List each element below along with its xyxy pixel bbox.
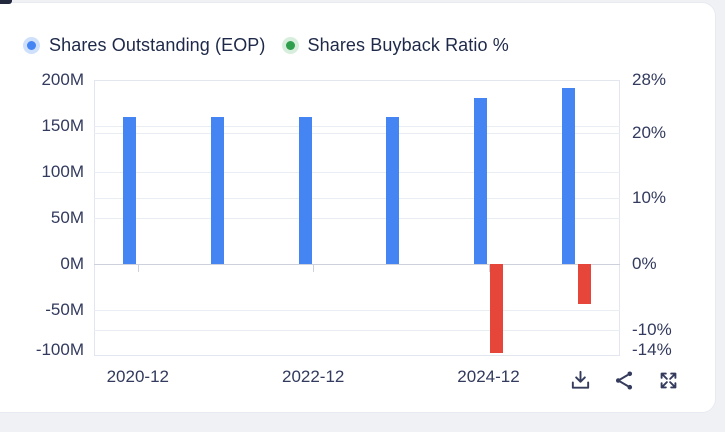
legend-item-shares-outstanding[interactable]: Shares Outstanding (EOP)	[23, 35, 266, 56]
bar-shares-outstanding-2022-12[interactable]	[298, 116, 312, 264]
download-icon	[571, 370, 590, 389]
bar-buyback-ratio-2024-12[interactable]	[490, 264, 504, 354]
legend-dot-blue-icon	[23, 37, 40, 54]
bar-shares-outstanding-2023-12[interactable]	[386, 116, 400, 264]
bar-shares-outstanding-2021-12[interactable]	[210, 116, 224, 264]
download-button[interactable]	[566, 366, 595, 395]
chart-toolbar	[566, 366, 683, 395]
bar-shares-outstanding-2024-12[interactable]	[473, 98, 487, 264]
fullscreen-icon	[660, 372, 677, 389]
chart-plot-area	[94, 80, 620, 356]
crop-artifact	[0, 0, 12, 4]
legend-dot-green-icon	[281, 37, 299, 54]
fullscreen-button[interactable]	[654, 366, 683, 395]
bar-shares-outstanding-2025-12[interactable]	[561, 88, 575, 264]
share-icon	[615, 371, 633, 390]
share-button[interactable]	[610, 366, 639, 395]
legend: Shares Outstanding (EOP) Shares Buyback …	[23, 35, 509, 56]
bar-buyback-ratio-2025-12[interactable]	[577, 264, 591, 305]
bar-shares-outstanding-2020-12[interactable]	[123, 116, 137, 264]
legend-label-shares-outstanding: Shares Outstanding (EOP)	[49, 35, 266, 55]
legend-label-buyback-ratio: Shares Buyback Ratio %	[307, 35, 509, 55]
legend-item-buyback-ratio[interactable]: Shares Buyback Ratio %	[281, 35, 509, 56]
